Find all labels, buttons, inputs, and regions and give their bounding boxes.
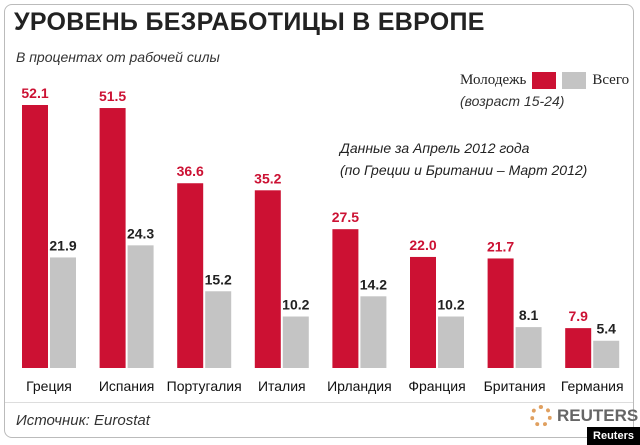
value-label: 52.1 xyxy=(21,85,48,101)
chart-title: УРОВЕНЬ БЕЗРАБОТИЦЫ В ЕВРОПЕ xyxy=(14,8,485,36)
source-note: Источник: Eurostat xyxy=(16,412,150,429)
bar-youth xyxy=(565,328,592,368)
bar-total xyxy=(593,340,620,368)
data-note-line2: (по Греции и Британии – Март 2012) xyxy=(340,162,588,178)
legend-youth-label: Молодежь xyxy=(460,72,527,88)
bar-youth xyxy=(410,256,436,368)
value-label: 21.9 xyxy=(49,237,76,253)
category-label: Ирландия xyxy=(327,378,392,394)
value-label: 10.2 xyxy=(437,297,464,313)
divider xyxy=(5,402,633,403)
value-label: 14.2 xyxy=(360,276,387,292)
legend-total-swatch xyxy=(562,72,587,89)
value-label: 8.1 xyxy=(519,307,539,323)
value-label: 51.5 xyxy=(99,88,126,104)
bar-total xyxy=(50,257,76,368)
bar-total xyxy=(127,245,154,368)
value-label: 5.4 xyxy=(596,321,616,337)
reuters-logo-text: REUTERS xyxy=(557,406,639,425)
bar-total xyxy=(282,316,309,368)
bar-total xyxy=(438,316,464,368)
category-label: Португалия xyxy=(167,378,242,394)
category-label: Германия xyxy=(561,378,624,394)
bar-total xyxy=(515,327,542,368)
value-label: 27.5 xyxy=(332,209,359,225)
bar-total xyxy=(360,296,387,368)
data-note: Данные за Апрель 2012 года (по Греции и … xyxy=(340,137,587,181)
chart-subtitle: В процентах от рабочей силы xyxy=(16,49,220,65)
bar-youth xyxy=(177,183,204,368)
chart-border xyxy=(4,4,634,438)
bar-youth xyxy=(487,258,514,368)
category-label: Британия xyxy=(484,378,546,394)
legend-total-label: Всего xyxy=(592,72,630,88)
legend: Молодежь Всего xyxy=(460,72,629,89)
reuters-logo-icon xyxy=(530,405,552,427)
bar-youth xyxy=(254,190,281,368)
category-label: Греция xyxy=(26,378,72,394)
category-label: Испания xyxy=(99,378,155,394)
category-label: Италия xyxy=(258,378,306,394)
value-label: 15.2 xyxy=(205,271,232,287)
bar-youth xyxy=(332,229,359,368)
value-label: 22.0 xyxy=(409,237,436,253)
value-label: 24.3 xyxy=(127,225,154,241)
legend-age-note: (возраст 15-24) xyxy=(460,93,565,109)
bar-total xyxy=(205,291,232,368)
value-label: 21.7 xyxy=(487,238,514,254)
legend-youth-swatch xyxy=(532,72,557,89)
value-label: 10.2 xyxy=(282,297,309,313)
bar-youth xyxy=(99,108,126,368)
reuters-logo: REUTERS xyxy=(530,405,638,427)
value-label: 36.6 xyxy=(177,163,204,179)
value-label: 35.2 xyxy=(254,170,281,186)
value-label: 7.9 xyxy=(568,308,588,324)
credit-tag: Reuters xyxy=(587,427,640,445)
bar-youth xyxy=(22,105,48,368)
data-note-line1: Данные за Апрель 2012 года xyxy=(340,140,530,156)
category-label: Франция xyxy=(408,378,465,394)
